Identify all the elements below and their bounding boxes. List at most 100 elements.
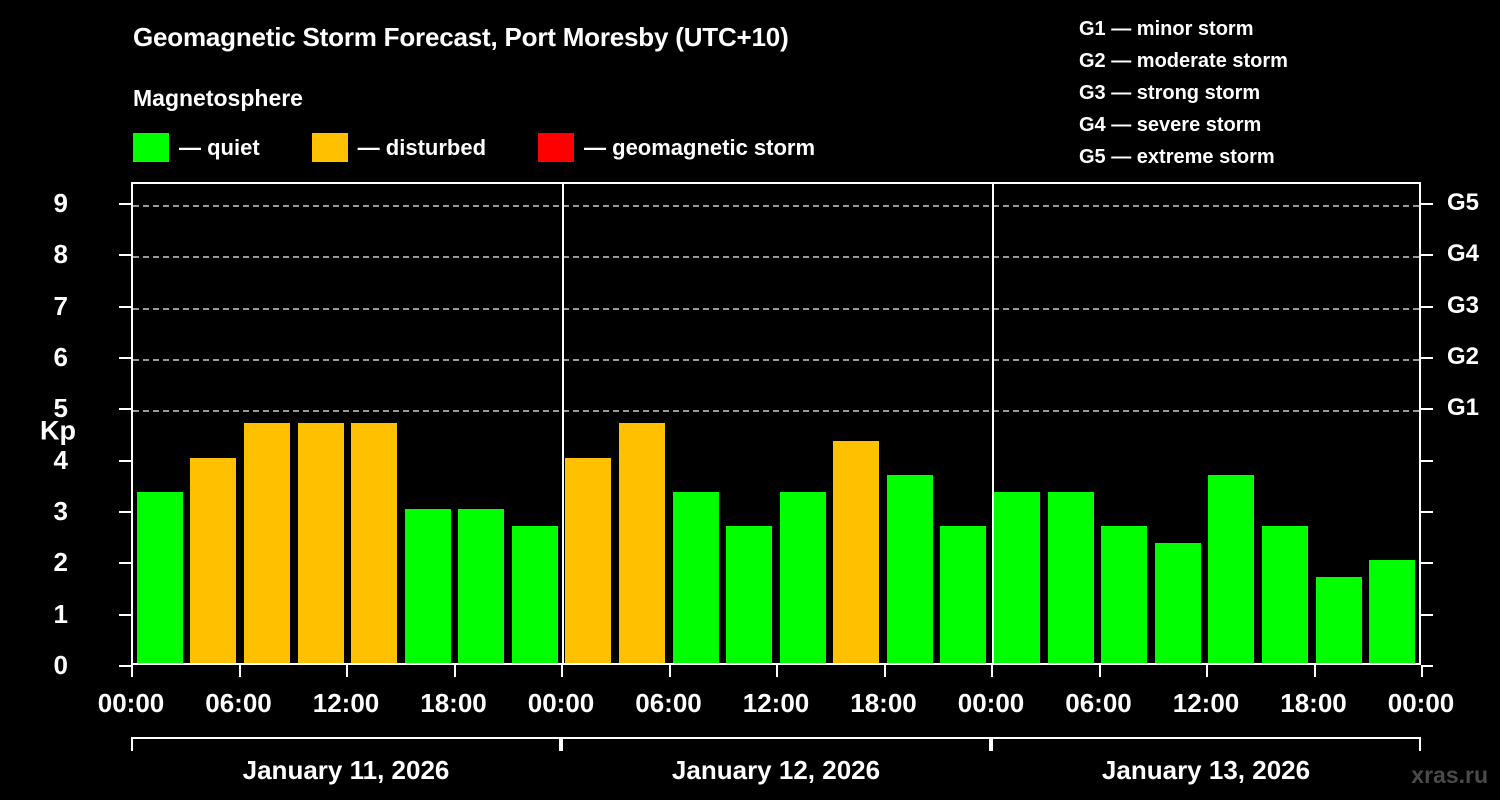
day-separator (562, 184, 564, 663)
green-square-icon (133, 133, 169, 162)
g-minor-tick-mark (1421, 357, 1433, 359)
bar (458, 509, 505, 663)
x-tick-mark (561, 665, 563, 677)
legend-item-quiet: — quiet (133, 133, 260, 162)
bar (1315, 577, 1362, 663)
y-tick-label: 3 (53, 496, 68, 526)
g-scale-legend: G1 — minor storm G2 — moderate storm G3 … (1079, 13, 1288, 173)
x-tick-label: 06:00 (1065, 688, 1132, 718)
y-tick-label: 2 (53, 547, 68, 578)
bar-cell (883, 184, 937, 663)
legend-label-storm: — geomagnetic storm (584, 134, 816, 160)
bar-cell (1044, 184, 1098, 663)
y-tick-mark (119, 511, 131, 513)
legend-item-disturbed: — disturbed (311, 133, 487, 162)
bar (886, 474, 933, 663)
g-minor-tick-mark (1421, 203, 1433, 205)
x-tick-mark (1098, 665, 1101, 677)
y-tick-mark (119, 203, 131, 205)
bar-cell (133, 184, 187, 663)
y-tick-mark (119, 459, 131, 462)
gridline (133, 205, 1419, 207)
g-minor-tick-mark (1421, 613, 1433, 616)
watermark: xras.ru (1411, 762, 1488, 788)
bar-cell (294, 184, 348, 663)
x-tick-label: 00:00 (97, 688, 165, 718)
g-scale-legend-line: G3 — strong storm (1079, 82, 1261, 104)
bar-cell (830, 184, 884, 663)
y-tick-mark (119, 613, 131, 616)
x-tick-label: 18:00 (420, 688, 487, 718)
g-minor-tick-mark (1421, 408, 1433, 411)
g-tick-label: G1 (1447, 394, 1480, 422)
x-tick-mark (1421, 665, 1423, 677)
day-separator (992, 184, 994, 663)
bar (833, 440, 880, 663)
date-bracket (991, 737, 1421, 751)
bar (618, 423, 665, 663)
x-tick-label: 00:00 (1387, 688, 1455, 718)
date-label: January 11, 2026 (242, 755, 450, 785)
y-tick-mark (119, 357, 131, 359)
gridline (133, 410, 1419, 413)
g-scale-legend-line: G5 — extreme storm (1079, 146, 1275, 168)
bar (1208, 474, 1255, 663)
bar (1154, 543, 1201, 663)
g-minor-tick-mark (1421, 665, 1433, 667)
g-tick-label: G4 (1447, 240, 1480, 268)
g-scale-legend-line: G2 — moderate storm (1079, 50, 1288, 72)
x-tick-mark (1206, 665, 1208, 677)
x-tick-label: 06:00 (205, 688, 272, 718)
x-tick-mark (238, 665, 241, 677)
bar (511, 525, 558, 663)
bar-cell (401, 184, 455, 663)
bar-cell (776, 184, 830, 663)
bar (1047, 492, 1094, 663)
color-legend: — quiet — disturbed — geomagnetic storm (133, 133, 815, 162)
y-tick-mark (119, 254, 131, 257)
x-tick-mark (131, 665, 133, 677)
y-tick-label: 0 (53, 650, 68, 680)
gridline (133, 256, 1419, 259)
bar (726, 525, 773, 663)
bar (1261, 525, 1308, 663)
gridline (133, 359, 1419, 361)
g-tick-label: G3 (1447, 291, 1480, 319)
y-tick-label: 1 (53, 598, 68, 629)
bar (1101, 525, 1148, 663)
x-tick-mark (991, 665, 993, 677)
x-tick-label: 06:00 (635, 688, 702, 718)
bar (994, 492, 1041, 663)
y-tick-label: 5 (53, 393, 68, 424)
date-label: January 13, 2026 (1101, 755, 1311, 785)
bar-cell (937, 184, 991, 663)
bar-cell (1097, 184, 1151, 663)
date-bracket (131, 737, 561, 751)
bar-cell (1151, 184, 1205, 663)
g-tick-label: G2 (1447, 343, 1480, 370)
bar-cell (508, 184, 562, 663)
x-tick-label: 00:00 (527, 688, 595, 718)
g-minor-tick-mark (1421, 254, 1433, 257)
y-axis-title: Kp (40, 415, 76, 446)
x-tick-label: 12:00 (742, 688, 810, 718)
legend-label-disturbed: — disturbed (357, 134, 487, 160)
bar (404, 509, 451, 663)
x-tick-mark (453, 665, 456, 677)
date-label: January 12, 2026 (671, 755, 881, 785)
y-tick-label: 6 (53, 342, 68, 372)
bar (940, 525, 987, 663)
g-scale-legend-line: G4 — severe storm (1079, 114, 1262, 136)
bar (190, 457, 237, 663)
x-tick-mark (1313, 665, 1316, 677)
bar (243, 423, 290, 663)
legend-item-storm: — geomagnetic storm (538, 133, 815, 162)
bar-cell (990, 184, 1044, 663)
bar-cell (669, 184, 723, 663)
red-square-icon (538, 133, 575, 162)
y-tick-mark (119, 665, 131, 667)
g-minor-tick-mark (1421, 459, 1433, 462)
bar (779, 492, 826, 663)
gridline (133, 307, 1419, 310)
bar-cell (187, 184, 241, 663)
